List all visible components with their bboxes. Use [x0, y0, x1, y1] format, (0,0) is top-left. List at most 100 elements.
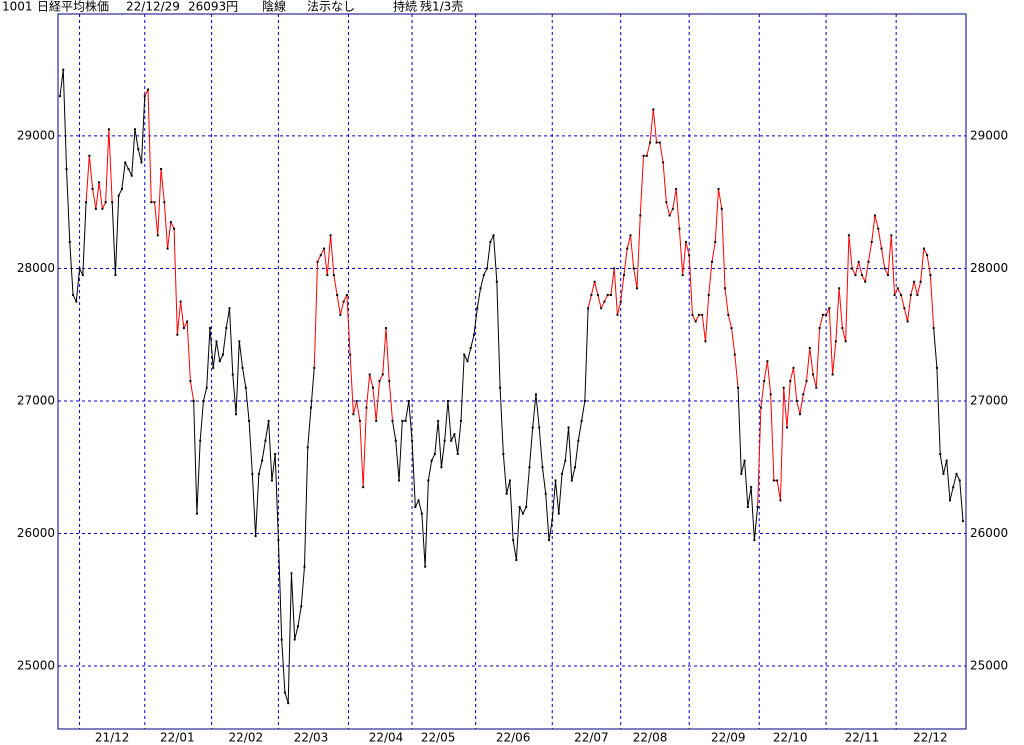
- price-dot: [502, 453, 505, 455]
- price-dot: [828, 307, 831, 310]
- x-tick-label: 22/02: [229, 731, 264, 745]
- price-segment: [421, 513, 426, 567]
- price-segment: [124, 162, 129, 170]
- price-dot: [199, 439, 202, 442]
- price-segment: [535, 394, 540, 428]
- price-segment: [170, 221, 175, 229]
- price-dot: [166, 247, 169, 250]
- price-dot: [296, 625, 299, 628]
- price-dot: [81, 274, 84, 277]
- price-segment: [476, 288, 482, 309]
- price-dot: [339, 313, 342, 316]
- price-dot: [280, 638, 283, 641]
- price-segment: [108, 129, 113, 203]
- price-dot: [450, 439, 453, 442]
- price-dot: [701, 313, 704, 316]
- price-dot: [626, 247, 629, 250]
- price-dot: [518, 506, 521, 509]
- price-segment: [121, 162, 126, 190]
- x-tick-label: 22/04: [369, 731, 404, 745]
- price-segment: [662, 162, 667, 203]
- price-dot: [329, 234, 332, 237]
- price-segment: [176, 301, 182, 335]
- price-segment: [792, 367, 798, 402]
- price-dot: [316, 260, 319, 263]
- y2-tick-label: 27000: [970, 393, 1008, 407]
- price-segment: [942, 460, 948, 474]
- price-dot: [564, 459, 567, 462]
- price-segment: [284, 692, 289, 704]
- price-segment: [665, 202, 671, 216]
- price-dot: [499, 386, 502, 389]
- price-segment: [783, 387, 788, 428]
- price-dot: [267, 419, 270, 422]
- price-segment: [92, 188, 97, 209]
- price-segment: [525, 467, 530, 508]
- price-dot: [867, 260, 870, 263]
- price-segment: [199, 400, 204, 441]
- price-segment: [757, 407, 762, 508]
- price-segment: [659, 142, 664, 163]
- price-dot: [697, 313, 700, 316]
- price-segment: [277, 540, 283, 640]
- price-segment: [551, 480, 557, 521]
- price-dot: [873, 214, 876, 217]
- price-dot: [541, 466, 544, 469]
- price-segment: [502, 453, 508, 494]
- price-segment: [219, 354, 224, 362]
- price-segment: [69, 241, 74, 295]
- price-dot: [221, 353, 224, 356]
- price-dot: [655, 141, 658, 144]
- price-dot: [684, 240, 687, 243]
- price-segment: [864, 261, 869, 282]
- price-dot: [603, 300, 606, 303]
- price-dot: [802, 393, 805, 396]
- price-segment: [493, 235, 498, 282]
- price-segment: [98, 182, 103, 209]
- price-segment: [427, 460, 433, 481]
- price-dot: [394, 439, 397, 442]
- price-dot: [98, 181, 101, 184]
- price-segment: [405, 400, 410, 421]
- price-dot: [492, 234, 495, 237]
- price-dot: [913, 280, 916, 283]
- price-dot: [818, 327, 821, 330]
- price-dot: [173, 227, 176, 230]
- price-segment: [140, 96, 146, 163]
- price-segment: [564, 427, 570, 461]
- price-dot: [424, 565, 427, 568]
- price-segment: [871, 215, 876, 243]
- price-dot: [746, 506, 749, 509]
- price-dot: [606, 293, 609, 296]
- price-dot: [844, 340, 847, 343]
- price-segment: [196, 440, 201, 514]
- price-segment: [929, 275, 935, 329]
- price-dot: [779, 499, 782, 502]
- x-tick-label: 22/03: [294, 731, 329, 745]
- price-segment: [512, 540, 517, 561]
- price-segment: [85, 155, 90, 203]
- price-segment: [506, 480, 511, 494]
- price-segment: [646, 142, 651, 156]
- price-segment: [678, 228, 684, 276]
- price-segment: [212, 341, 217, 368]
- price-segment: [238, 341, 244, 368]
- price-segment: [861, 274, 866, 282]
- price-dot: [893, 293, 896, 296]
- price-dot: [384, 327, 387, 330]
- price-segment: [714, 188, 720, 242]
- price-segment: [597, 294, 602, 309]
- price-segment: [819, 314, 824, 329]
- price-segment: [333, 275, 338, 296]
- price-dot: [795, 399, 798, 402]
- price-segment: [828, 308, 834, 375]
- price-segment: [414, 500, 420, 508]
- price-dot: [534, 393, 537, 396]
- price-dot: [922, 247, 925, 250]
- price-dot: [150, 201, 153, 204]
- price-dot: [877, 227, 880, 230]
- price-dot: [257, 472, 260, 475]
- price-segment: [753, 506, 759, 541]
- price-segment: [424, 480, 429, 567]
- price-dot: [857, 260, 860, 263]
